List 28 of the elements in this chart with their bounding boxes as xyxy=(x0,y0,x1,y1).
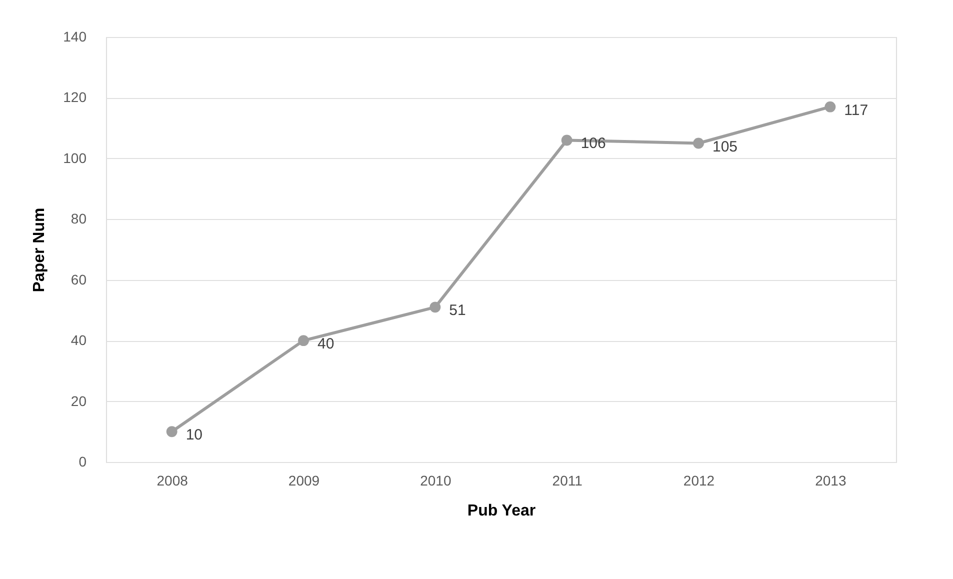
point xyxy=(166,426,178,438)
point xyxy=(430,302,441,313)
y-axis-title: Paper Num xyxy=(31,208,48,292)
y-tick-label: 60 xyxy=(70,271,87,288)
x-tick-label: 2012 xyxy=(683,472,715,488)
data-label: 106 xyxy=(580,135,606,152)
x-tick-label: 2009 xyxy=(288,472,320,488)
x-tick-label: 2008 xyxy=(156,472,188,488)
y-tick-label: 80 xyxy=(70,210,87,227)
x-tick-label: 2013 xyxy=(815,472,846,488)
data-label: 40 xyxy=(318,336,334,353)
y-tick-label: 140 xyxy=(63,28,87,44)
y-tick-label: 20 xyxy=(70,392,87,409)
data-label: 51 xyxy=(449,302,466,320)
point xyxy=(693,138,704,149)
data-label: 117 xyxy=(844,102,868,119)
y-tick-label: 100 xyxy=(63,150,87,166)
point xyxy=(561,134,572,146)
y-tick-label: 120 xyxy=(63,89,87,106)
x-tick-label: 2011 xyxy=(552,472,583,488)
data-label: 105 xyxy=(712,138,738,156)
y-tick-label: 0 xyxy=(78,454,87,470)
point xyxy=(824,101,836,112)
x-tick-label: 2010 xyxy=(420,472,452,488)
x-axis-title: Pub Year xyxy=(467,502,536,520)
y-tick-label: 40 xyxy=(70,332,87,348)
point xyxy=(298,335,309,346)
data-label: 10 xyxy=(186,426,203,444)
